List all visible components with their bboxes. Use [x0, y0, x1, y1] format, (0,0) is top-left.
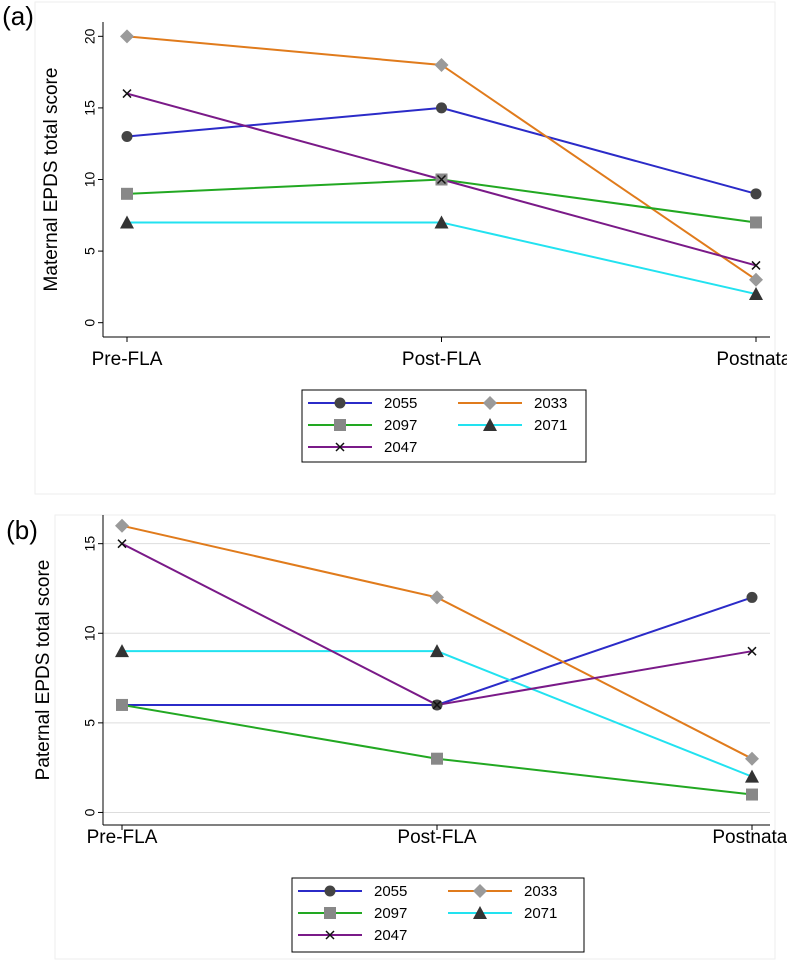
legend-marker: [335, 442, 345, 452]
x-tick-label: Post-FLA: [402, 349, 482, 370]
marker: [432, 700, 442, 710]
plot: (b) Paternal EPDS total score 0 5 10 15 Pre-FL…: [6, 515, 787, 953]
legend-label: 2055: [384, 395, 417, 412]
legend-label: 2097: [374, 905, 407, 922]
y-tick-label: 5: [82, 719, 98, 727]
y-tick-label: 15: [82, 536, 98, 552]
legend: 2055 2033 2097 2071 2047: [291, 877, 585, 953]
series-line: [126, 35, 757, 281]
x-tick-label: Pre-FLA: [92, 349, 163, 370]
marker: [745, 751, 759, 766]
y-tick-label: 5: [82, 247, 98, 255]
y-tick-label: 15: [82, 100, 98, 116]
legend-marker: [324, 885, 336, 897]
marker: [434, 57, 449, 72]
legend-label: 2097: [384, 417, 417, 434]
marker: [430, 590, 444, 605]
legend-marker: [483, 396, 497, 410]
panel-frame: [34, 1, 776, 495]
series-line: [121, 524, 753, 760]
y-tick-label: 10: [82, 172, 98, 188]
panel-frame: [54, 514, 776, 960]
y-axis-label: Maternal EPDS total score: [41, 68, 62, 292]
marker: [120, 215, 134, 229]
panel-label: (b): [6, 515, 38, 545]
marker: [430, 644, 444, 658]
plot: (a) Maternal EPDS total score 0 5 10 15 20 Pre-…: [2, 1, 787, 463]
legend-label: 2033: [524, 883, 557, 900]
x-tick-label: Post-FLA: [397, 827, 477, 848]
marker: [436, 102, 447, 114]
y-tick-label: 10: [82, 625, 98, 641]
x-tick-label: Postnatal: [716, 349, 787, 370]
marker: [749, 272, 763, 287]
legend-marker: [334, 397, 346, 409]
marker: [751, 260, 761, 270]
legend-marker: [324, 907, 336, 919]
marker: [750, 216, 762, 229]
marker: [749, 287, 763, 301]
marker: [122, 89, 132, 99]
legend-marker: [473, 884, 487, 898]
marker: [746, 788, 758, 801]
x-tick-label: Postnatal: [712, 827, 787, 848]
series-line: [121, 542, 753, 706]
marker: [115, 644, 129, 658]
marker: [117, 539, 127, 549]
legend-label: 2047: [384, 439, 417, 456]
marker: [750, 188, 762, 200]
series-line: [121, 703, 753, 796]
marker: [745, 769, 759, 783]
marker: [746, 591, 758, 603]
series-line: [127, 221, 757, 296]
panel-label: (a): [2, 1, 34, 31]
legend-marker: [334, 419, 346, 431]
y-tick-label: 0: [82, 808, 98, 816]
marker: [121, 131, 133, 143]
legend-label: 2071: [534, 417, 567, 434]
y-tick-label: 20: [82, 28, 98, 44]
marker: [116, 698, 128, 711]
x-tick-label: Pre-FLA: [87, 827, 158, 848]
marker: [115, 518, 129, 533]
marker: [434, 215, 449, 229]
legend-label: 2055: [374, 883, 407, 900]
y-axis-label: Paternal EPDS total score: [33, 560, 54, 781]
legend-label: 2033: [534, 395, 567, 412]
marker: [747, 646, 757, 656]
marker: [121, 187, 133, 200]
marker: [120, 29, 134, 44]
legend-label: 2047: [374, 927, 407, 944]
legend-marker: [473, 906, 487, 919]
legend-marker: [325, 930, 335, 940]
legend: 2055 2033 2097 2071 2047: [301, 389, 587, 463]
legend-marker: [483, 418, 497, 431]
legend-label: 2071: [524, 905, 557, 922]
marker: [436, 174, 447, 185]
y-tick-label: 0: [82, 319, 98, 327]
marker: [431, 752, 443, 765]
